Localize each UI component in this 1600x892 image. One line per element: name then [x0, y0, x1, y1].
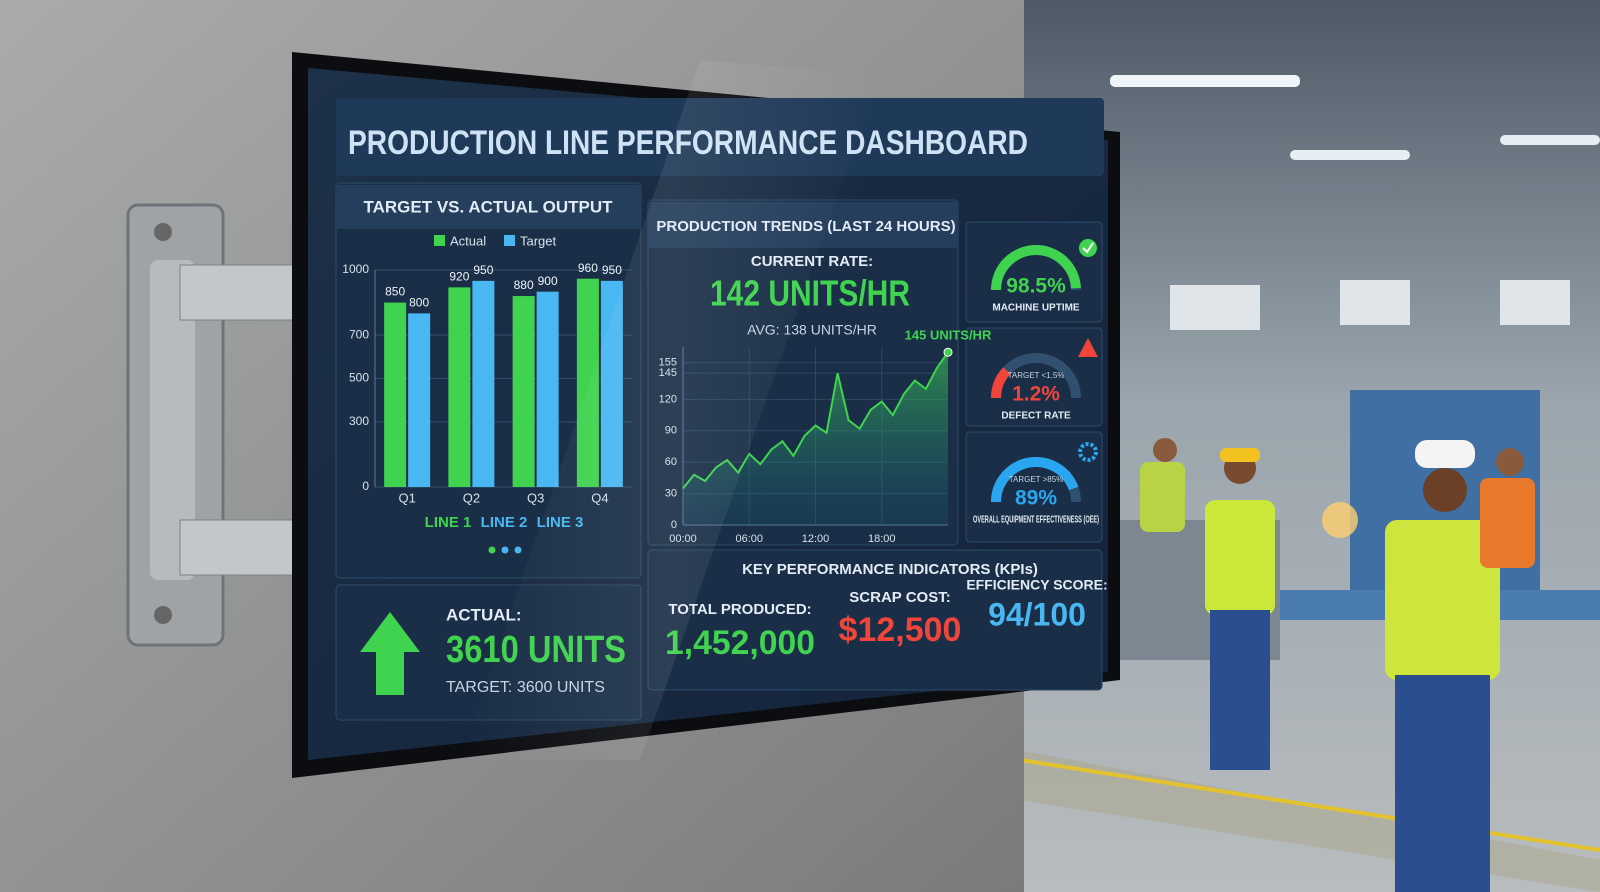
check-mark [1082, 242, 1094, 254]
bar-value-label: 960 [578, 261, 598, 275]
x-tick-label: 06:00 [735, 533, 763, 545]
bar-value-label: 800 [409, 296, 429, 310]
kpi-label: TOTAL PRODUCED: [668, 601, 811, 618]
bar [472, 280, 495, 487]
kpi-label: EFFICIENCY SCORE: [966, 577, 1107, 593]
gauge-value [991, 457, 1079, 503]
gauge-label: DEFECT RATE [1001, 411, 1071, 422]
legend-swatch [434, 235, 445, 246]
area-fill [683, 352, 948, 525]
panel [965, 431, 1103, 543]
kpi-value: 1,452,000 [665, 624, 815, 662]
up-arrow [360, 612, 420, 695]
y-tick-label: 500 [349, 371, 369, 385]
panel [965, 327, 1103, 427]
gauge-value [990, 244, 1081, 291]
legend-swatch [504, 235, 515, 246]
bar-value-label: 850 [385, 285, 405, 299]
factory-details [1019, 75, 1600, 892]
kpi-label: SCRAP COST: [849, 589, 950, 606]
line-label: LINE 2 [481, 514, 528, 531]
bar-value-label: 880 [514, 278, 534, 292]
pager-dot [501, 546, 509, 554]
y-tick-label: 300 [349, 414, 369, 428]
bar [448, 287, 471, 487]
bar [536, 291, 559, 487]
gauge-value-label: 98.5% [1006, 275, 1066, 298]
check-icon [1079, 239, 1097, 257]
wall-bracket [126, 203, 301, 647]
warning-icon [1078, 338, 1098, 357]
x-tick-label: Q1 [398, 490, 415, 505]
y-tick-label: 700 [349, 327, 369, 341]
x-tick-label: 18:00 [868, 533, 896, 545]
gauge-note: TARGET >85% [1009, 475, 1064, 484]
y-tick-label: 0 [362, 479, 369, 493]
legend-label: Actual [450, 233, 486, 248]
actual-label: ACTUAL: [446, 605, 522, 624]
bar [384, 302, 407, 487]
line-label: LINE 1 [425, 514, 472, 531]
gauge-note: TARGET <1.5% [1008, 371, 1065, 380]
bar-value-label: 900 [538, 274, 558, 288]
gauge-value-label: 1.2% [1012, 383, 1060, 406]
x-tick-label: 12:00 [802, 533, 830, 545]
gauge-value-label: 89% [1015, 487, 1057, 510]
x-tick-label: Q3 [527, 490, 544, 505]
annotation: 145 UNITS/HR [905, 328, 992, 343]
y-tick-label: 1000 [342, 262, 369, 276]
gear-icon [1078, 442, 1098, 462]
screen-glare [460, 60, 880, 760]
pager-dot [488, 546, 496, 554]
bar-value-label: 950 [473, 263, 493, 277]
annotation-point [943, 347, 953, 357]
kpi-value: $12,500 [839, 611, 962, 649]
gauge-value [991, 367, 1011, 399]
bar-value-label: 920 [449, 270, 469, 284]
panel [965, 221, 1103, 323]
kpi-value: 94/100 [988, 596, 1086, 632]
panel-header [336, 185, 641, 229]
bar-value-label: 950 [602, 263, 622, 277]
x-tick-label: Q2 [463, 490, 480, 505]
chart-title: TARGET VS. ACTUAL OUTPUT [363, 197, 613, 216]
bar [408, 313, 431, 487]
legend-label: Target [520, 233, 557, 248]
kpi-title: KEY PERFORMANCE INDICATORS (KPIs) [742, 561, 1038, 578]
pager-dot [514, 546, 522, 554]
gauge-label: MACHINE UPTIME [992, 303, 1080, 314]
bar [512, 296, 535, 487]
gauge-label: OVERALL EQUIPMENT EFFECTIVENESS (OEE) [973, 515, 1099, 526]
